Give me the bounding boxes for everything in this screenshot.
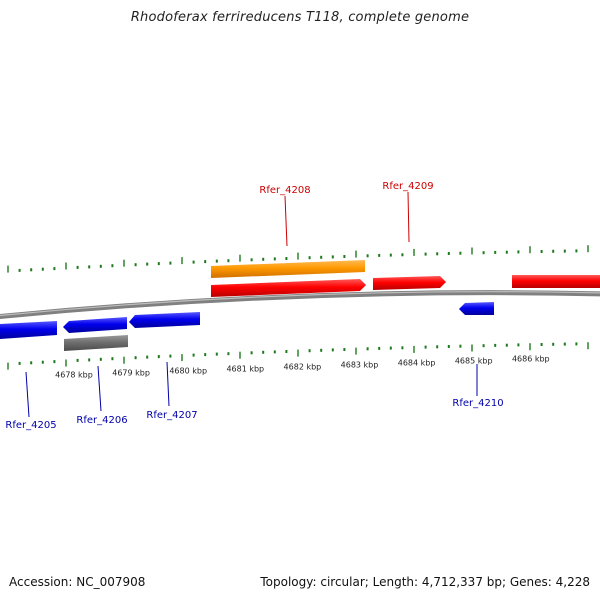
gene-label-rfer-4206[interactable]: Rfer_4206 <box>76 415 127 426</box>
leader-rfer-4208 <box>284 195 288 247</box>
genome-backbone <box>0 290 600 320</box>
leader-rfer-4207 <box>166 361 170 407</box>
cds-rfer-4205-arrow[interactable] <box>0 321 57 339</box>
cds-rfer-4208-arrow[interactable] <box>211 279 366 297</box>
scale-label: 4683 kbp <box>341 360 379 369</box>
gene-label-rfer-4208[interactable]: Rfer_4208 <box>259 185 310 196</box>
inner-tick-row <box>7 342 589 370</box>
leader-rfer-4209 <box>407 191 410 243</box>
scale-label: 4684 kbp <box>398 358 436 367</box>
cds-rfer-4210-arrow[interactable] <box>459 302 494 315</box>
cds-rfer-4207-arrow[interactable] <box>129 312 200 328</box>
scale-label: 4678 kbp <box>55 370 93 379</box>
scale-label: 4682 kbp <box>284 362 322 371</box>
gene-label-rfer-4210[interactable]: Rfer_4210 <box>452 398 503 409</box>
leader-rfer-4206 <box>97 365 102 412</box>
genome-summary-text: Topology: circular; Length: 4,712,337 bp… <box>260 575 590 589</box>
gene-label-rfer-4205[interactable]: Rfer_4205 <box>5 420 56 431</box>
scale-label: 4686 kbp <box>512 354 550 363</box>
cds-rfer-4206-arrow[interactable] <box>63 317 127 333</box>
scale-label: 4680 kbp <box>169 366 207 375</box>
gene-label-rfer-4209[interactable]: Rfer_4209 <box>382 181 433 192</box>
gene-rfer-4206-block[interactable] <box>64 335 128 351</box>
leader-rfer-4205 <box>25 371 30 418</box>
scale-label: 4681 kbp <box>226 364 264 373</box>
scale-label: 4685 kbp <box>455 356 493 365</box>
scale-labels: 4678 kbp 4679 kbp 4680 kbp 4681 kbp 4682 kbp… <box>55 354 550 379</box>
cds-rfer-4211-arrow[interactable] <box>512 275 600 288</box>
accession-text: Accession: NC_007908 <box>9 575 146 589</box>
cds-rfer-4209-arrow[interactable] <box>373 276 446 290</box>
scale-label: 4679 kbp <box>112 368 150 377</box>
outer-tick-row <box>7 245 589 273</box>
genome-title: Rhodoferax ferrireducens T118, complete … <box>130 10 470 25</box>
gene-rfer-4208-block[interactable] <box>211 260 365 278</box>
genome-backbone-highlight <box>0 291 600 317</box>
gene-label-rfer-4207[interactable]: Rfer_4207 <box>146 410 197 421</box>
